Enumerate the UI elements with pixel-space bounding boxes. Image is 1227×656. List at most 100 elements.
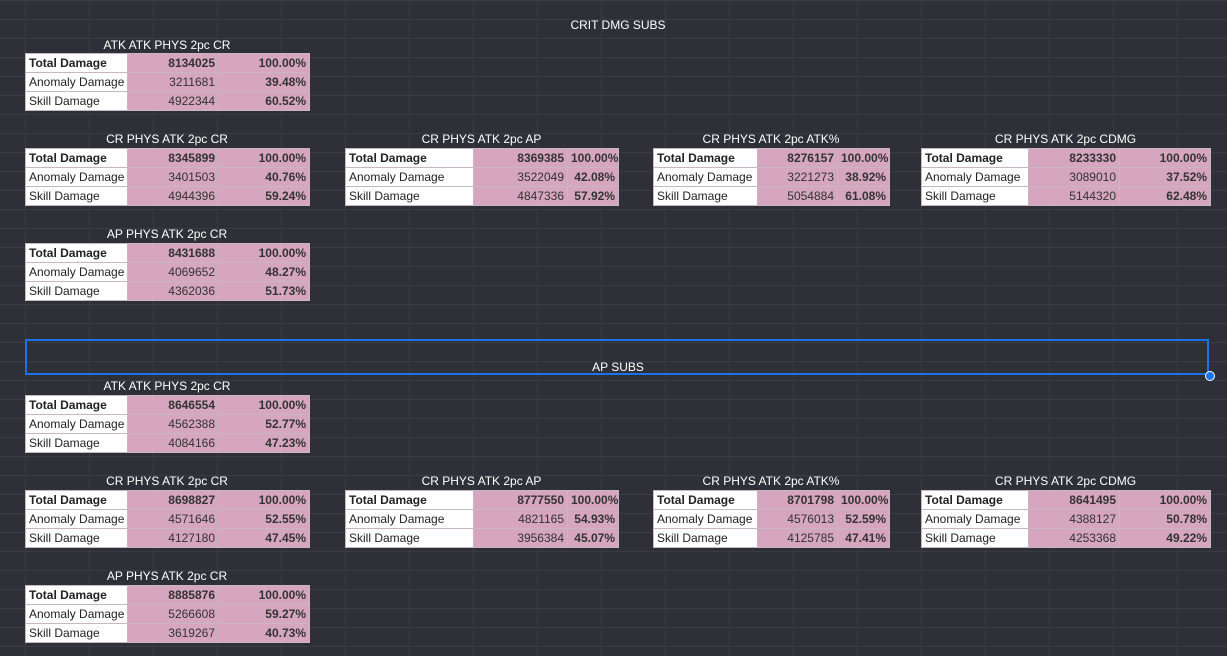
damage-percent-cell[interactable]: 48.27% — [218, 262, 310, 282]
damage-percent-cell[interactable]: 100.00% — [1119, 148, 1211, 168]
row-label[interactable]: Total Damage — [921, 490, 1029, 510]
damage-percent-cell[interactable]: 61.08% — [837, 186, 890, 206]
damage-percent-cell[interactable]: 52.77% — [218, 414, 310, 434]
row-label[interactable]: Skill Damage — [25, 528, 128, 548]
damage-value-cell[interactable]: 4362036 — [127, 281, 219, 301]
damage-value-cell[interactable]: 3401503 — [127, 167, 219, 187]
damage-percent-cell[interactable]: 51.73% — [218, 281, 310, 301]
damage-value-cell[interactable]: 4576013 — [757, 509, 838, 529]
damage-value-cell[interactable]: 8701798 — [757, 490, 838, 510]
row-label[interactable]: Total Damage — [25, 243, 128, 263]
row-label[interactable]: Skill Damage — [25, 281, 128, 301]
row-label[interactable]: Skill Damage — [345, 528, 474, 548]
damage-value-cell[interactable]: 3221273 — [757, 167, 838, 187]
damage-value-cell[interactable]: 8777550 — [473, 490, 568, 510]
damage-percent-cell[interactable]: 52.55% — [218, 509, 310, 529]
damage-value-cell[interactable]: 4069652 — [127, 262, 219, 282]
row-label[interactable]: Anomaly Damage — [25, 262, 128, 282]
damage-value-cell[interactable]: 4847336 — [473, 186, 568, 206]
row-label[interactable]: Anomaly Damage — [345, 167, 474, 187]
row-label[interactable]: Total Damage — [25, 395, 128, 415]
row-label[interactable]: Anomaly Damage — [921, 167, 1029, 187]
section-title-ap-subs[interactable]: AP SUBS — [592, 360, 644, 374]
table-title[interactable]: ATK ATK PHYS 2pc CR — [103, 38, 231, 52]
damage-percent-cell[interactable]: 100.00% — [567, 148, 619, 168]
damage-percent-cell[interactable]: 47.45% — [218, 528, 310, 548]
row-label[interactable]: Skill Damage — [653, 528, 758, 548]
damage-value-cell[interactable]: 8641495 — [1028, 490, 1120, 510]
row-label[interactable]: Skill Damage — [25, 433, 128, 453]
damage-value-cell[interactable]: 4084166 — [127, 433, 219, 453]
damage-percent-cell[interactable]: 49.22% — [1119, 528, 1211, 548]
damage-percent-cell[interactable]: 47.41% — [837, 528, 890, 548]
row-label[interactable]: Total Damage — [345, 148, 474, 168]
damage-percent-cell[interactable]: 100.00% — [218, 395, 310, 415]
damage-value-cell[interactable]: 4944396 — [127, 186, 219, 206]
damage-percent-cell[interactable]: 40.73% — [218, 623, 310, 643]
damage-percent-cell[interactable]: 100.00% — [837, 490, 890, 510]
damage-value-cell[interactable]: 3522049 — [473, 167, 568, 187]
damage-value-cell[interactable]: 5266608 — [127, 604, 219, 624]
damage-value-cell[interactable]: 3956384 — [473, 528, 568, 548]
damage-value-cell[interactable]: 8885876 — [127, 585, 219, 605]
row-label[interactable]: Anomaly Damage — [25, 414, 128, 434]
row-label[interactable]: Total Damage — [25, 148, 128, 168]
damage-value-cell[interactable]: 8369385 — [473, 148, 568, 168]
table-title[interactable]: CR PHYS ATK 2pc ATK% — [702, 474, 840, 488]
damage-percent-cell[interactable]: 100.00% — [218, 490, 310, 510]
table-title[interactable]: CR PHYS ATK 2pc AP — [421, 132, 542, 146]
table-title[interactable]: CR PHYS ATK 2pc CR — [106, 474, 228, 488]
table-title[interactable]: CR PHYS ATK 2pc AP — [421, 474, 542, 488]
table-title[interactable]: AP PHYS ATK 2pc CR — [106, 227, 228, 241]
damage-value-cell[interactable]: 4562388 — [127, 414, 219, 434]
row-label[interactable]: Anomaly Damage — [25, 509, 128, 529]
damage-value-cell[interactable]: 8431688 — [127, 243, 219, 263]
damage-percent-cell[interactable]: 47.23% — [218, 433, 310, 453]
row-label[interactable]: Total Damage — [25, 53, 128, 73]
row-label[interactable]: Anomaly Damage — [653, 167, 758, 187]
table-title[interactable]: CR PHYS ATK 2pc CR — [106, 132, 228, 146]
row-label[interactable]: Total Damage — [25, 585, 128, 605]
row-label[interactable]: Skill Damage — [345, 186, 474, 206]
selection-drag-handle[interactable] — [1205, 371, 1215, 381]
table-title[interactable]: CR PHYS ATK 2pc CDMG — [994, 474, 1137, 488]
damage-value-cell[interactable]: 8345899 — [127, 148, 219, 168]
damage-percent-cell[interactable]: 37.52% — [1119, 167, 1211, 187]
row-label[interactable]: Anomaly Damage — [921, 509, 1029, 529]
row-label[interactable]: Skill Damage — [921, 528, 1029, 548]
damage-value-cell[interactable]: 4821165 — [473, 509, 568, 529]
damage-value-cell[interactable]: 4253368 — [1028, 528, 1120, 548]
damage-percent-cell[interactable]: 100.00% — [218, 148, 310, 168]
damage-percent-cell[interactable]: 45.07% — [567, 528, 619, 548]
selected-cell-range[interactable] — [25, 339, 1209, 375]
damage-percent-cell[interactable]: 60.52% — [218, 91, 310, 111]
section-title-crit-dmg-subs[interactable]: CRIT DMG SUBS — [570, 18, 666, 32]
damage-value-cell[interactable]: 4388127 — [1028, 509, 1120, 529]
row-label[interactable]: Total Damage — [345, 490, 474, 510]
damage-percent-cell[interactable]: 38.92% — [837, 167, 890, 187]
damage-value-cell[interactable]: 5144320 — [1028, 186, 1120, 206]
damage-value-cell[interactable]: 3089010 — [1028, 167, 1120, 187]
damage-percent-cell[interactable]: 40.76% — [218, 167, 310, 187]
table-title[interactable]: ATK ATK PHYS 2pc CR — [103, 379, 231, 393]
damage-percent-cell[interactable]: 52.59% — [837, 509, 890, 529]
row-label[interactable]: Skill Damage — [921, 186, 1029, 206]
damage-percent-cell[interactable]: 100.00% — [218, 243, 310, 263]
row-label[interactable]: Skill Damage — [25, 91, 128, 111]
damage-percent-cell[interactable]: 59.27% — [218, 604, 310, 624]
row-label[interactable]: Skill Damage — [653, 186, 758, 206]
damage-value-cell[interactable]: 4922344 — [127, 91, 219, 111]
row-label[interactable]: Skill Damage — [25, 623, 128, 643]
row-label[interactable]: Anomaly Damage — [653, 509, 758, 529]
damage-percent-cell[interactable]: 42.08% — [567, 167, 619, 187]
damage-value-cell[interactable]: 3619267 — [127, 623, 219, 643]
damage-value-cell[interactable]: 5054884 — [757, 186, 838, 206]
damage-percent-cell[interactable]: 54.93% — [567, 509, 619, 529]
damage-percent-cell[interactable]: 100.00% — [837, 148, 890, 168]
damage-value-cell[interactable]: 8134025 — [127, 53, 219, 73]
table-title[interactable]: AP PHYS ATK 2pc CR — [106, 569, 228, 583]
row-label[interactable]: Total Damage — [25, 490, 128, 510]
row-label[interactable]: Total Damage — [653, 490, 758, 510]
damage-percent-cell[interactable]: 100.00% — [218, 585, 310, 605]
